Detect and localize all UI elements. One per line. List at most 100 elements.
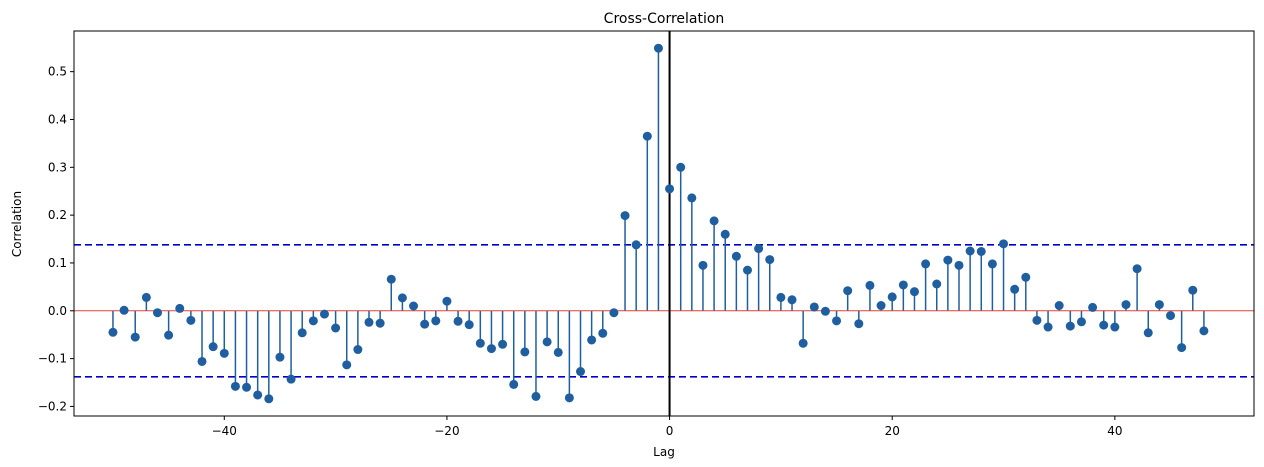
stem-marker bbox=[653, 43, 663, 53]
stem-marker bbox=[1177, 343, 1187, 353]
stem-marker bbox=[286, 374, 296, 384]
stem-marker bbox=[876, 301, 886, 311]
x-tick-label: −40 bbox=[212, 424, 237, 438]
stem-marker bbox=[364, 317, 374, 327]
stem-marker bbox=[275, 352, 285, 362]
stem-marker bbox=[976, 246, 986, 256]
stem-marker bbox=[1076, 317, 1086, 327]
stem-marker bbox=[520, 347, 530, 357]
stem-marker bbox=[965, 246, 975, 256]
stem-marker bbox=[865, 280, 875, 290]
stem-marker bbox=[386, 274, 396, 284]
stem-marker bbox=[631, 240, 641, 250]
stem-marker bbox=[731, 251, 741, 261]
stem-marker bbox=[776, 292, 786, 302]
y-tick-label: −0.2 bbox=[38, 399, 67, 413]
y-tick-label: 0.4 bbox=[48, 112, 67, 126]
stem-marker bbox=[1154, 300, 1164, 310]
stem-marker bbox=[676, 162, 686, 172]
stem-marker bbox=[464, 320, 474, 330]
stem-marker bbox=[943, 255, 953, 265]
stem-marker bbox=[253, 390, 263, 400]
y-tick-label: 0.5 bbox=[48, 65, 67, 79]
stem-marker bbox=[898, 280, 908, 290]
stem-marker bbox=[175, 303, 185, 313]
x-axis-label: Lag bbox=[653, 445, 675, 459]
stem-marker bbox=[453, 316, 463, 326]
stem-marker bbox=[1021, 272, 1031, 282]
stem-marker bbox=[431, 316, 441, 326]
stem-marker bbox=[475, 338, 485, 348]
stem-marker bbox=[598, 328, 608, 338]
stem-marker bbox=[1010, 284, 1020, 294]
x-tick-label: 0 bbox=[666, 424, 674, 438]
chart-title: Cross-Correlation bbox=[604, 11, 725, 27]
y-tick-label: 0.0 bbox=[48, 304, 67, 318]
stem-marker bbox=[141, 292, 151, 302]
stem-marker bbox=[564, 393, 574, 403]
stem-marker bbox=[486, 344, 496, 354]
stem-marker bbox=[742, 265, 752, 275]
stem-marker bbox=[331, 323, 341, 333]
stem-marker bbox=[798, 338, 808, 348]
stem-marker bbox=[809, 302, 819, 312]
stem-marker bbox=[1099, 320, 1109, 330]
stem-marker bbox=[587, 335, 597, 345]
stem-marker bbox=[1088, 302, 1098, 312]
stem-marker bbox=[1199, 326, 1209, 336]
stem-marker bbox=[665, 184, 675, 194]
stem-marker bbox=[765, 255, 775, 265]
x-tick-label: 20 bbox=[885, 424, 900, 438]
y-tick-label: 0.2 bbox=[48, 208, 67, 222]
stem-marker bbox=[442, 296, 452, 306]
stem-marker bbox=[397, 293, 407, 303]
stem-marker bbox=[219, 348, 229, 358]
stem-marker bbox=[687, 193, 697, 203]
stem-marker bbox=[319, 309, 329, 319]
stem-marker bbox=[1188, 285, 1198, 295]
stem-marker bbox=[542, 337, 552, 347]
stem-marker bbox=[297, 328, 307, 338]
y-tick-label: 0.1 bbox=[48, 256, 67, 270]
stem-marker bbox=[164, 330, 174, 340]
stem-marker bbox=[576, 367, 586, 377]
stem-marker bbox=[698, 260, 708, 270]
stem-marker bbox=[509, 379, 519, 389]
stem-marker bbox=[954, 260, 964, 270]
stem-marker bbox=[531, 391, 541, 401]
stem-marker bbox=[709, 216, 719, 226]
y-tick-label: −0.1 bbox=[38, 352, 67, 366]
stem-marker bbox=[264, 394, 274, 404]
stem-marker bbox=[909, 287, 919, 297]
stem-marker bbox=[1110, 322, 1120, 332]
stem-marker bbox=[1143, 328, 1153, 338]
stem-marker bbox=[1166, 311, 1176, 321]
y-tick-label: 0.3 bbox=[48, 160, 67, 174]
stem-marker bbox=[342, 360, 352, 370]
stem-marker bbox=[197, 356, 207, 366]
stem-marker bbox=[498, 339, 508, 349]
stem-marker bbox=[620, 211, 630, 221]
stem-marker bbox=[119, 305, 129, 315]
stem-marker bbox=[820, 306, 830, 316]
stem-marker bbox=[308, 316, 318, 326]
stem-marker bbox=[130, 332, 140, 342]
stem-marker bbox=[609, 308, 619, 318]
stem-marker bbox=[242, 382, 252, 392]
stem-marker bbox=[999, 239, 1009, 249]
stem-marker bbox=[854, 319, 864, 329]
stem-marker bbox=[409, 301, 419, 311]
stem-marker bbox=[754, 244, 764, 254]
stem-marker bbox=[787, 295, 797, 305]
plot-frame bbox=[73, 30, 1255, 417]
stem-marker bbox=[987, 259, 997, 269]
stem-marker bbox=[720, 229, 730, 239]
stem-marker bbox=[353, 345, 363, 355]
x-tick-label: 40 bbox=[1107, 424, 1122, 438]
stem-marker bbox=[932, 279, 942, 289]
stem-marker bbox=[375, 318, 385, 328]
stem-marker bbox=[843, 286, 853, 296]
stem-marker bbox=[1054, 301, 1064, 311]
stem-marker bbox=[420, 319, 430, 329]
stem-marker bbox=[1065, 321, 1075, 331]
